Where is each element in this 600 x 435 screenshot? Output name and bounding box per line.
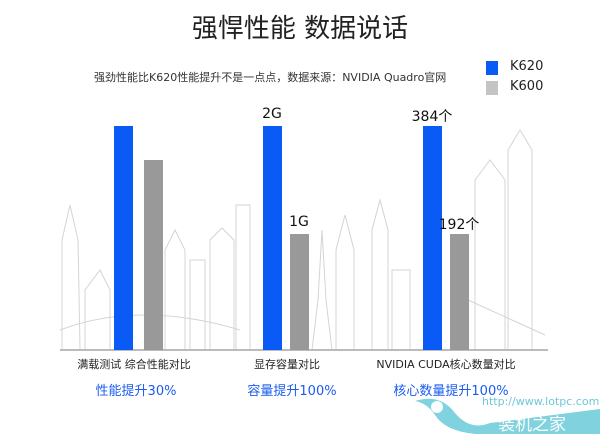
category-label: 满载测试 综合性能对比	[77, 358, 191, 371]
data-label: 1G	[289, 213, 309, 230]
legend-label-k620: K620	[510, 59, 544, 74]
watermark-url: http://www.lotpc.com	[482, 395, 600, 408]
category-label: 显存容量对比	[254, 358, 320, 371]
chart-title: 强悍性能 数据说话	[191, 14, 409, 44]
legend-swatch-k620	[486, 61, 498, 75]
legend-label-k600: K600	[510, 79, 544, 94]
watermark-name: 装机之家	[498, 415, 566, 435]
bar-k620	[422, 126, 442, 350]
improvement-note: 性能提升30%	[95, 384, 177, 399]
improvement-note: 核心数量提升100%	[393, 384, 509, 399]
chart-subtitle: 强劲性能比K620性能提升不是一点点，数据来源：NVIDIA Quadro官网	[94, 71, 447, 84]
improvement-note: 容量提升100%	[247, 384, 337, 399]
bar-k600	[449, 233, 469, 350]
bar-k620	[262, 126, 282, 350]
legend-swatch-k600	[486, 81, 498, 95]
bar-k600	[143, 159, 163, 350]
data-label: 192个	[438, 216, 480, 233]
bar-k620	[113, 126, 133, 350]
watermark-logo	[415, 398, 600, 434]
category-label: NVIDIA CUDA核心数量对比	[376, 358, 516, 371]
bar-k600	[289, 233, 309, 350]
data-label: 384个	[411, 109, 453, 125]
data-label: 2G	[262, 106, 282, 122]
